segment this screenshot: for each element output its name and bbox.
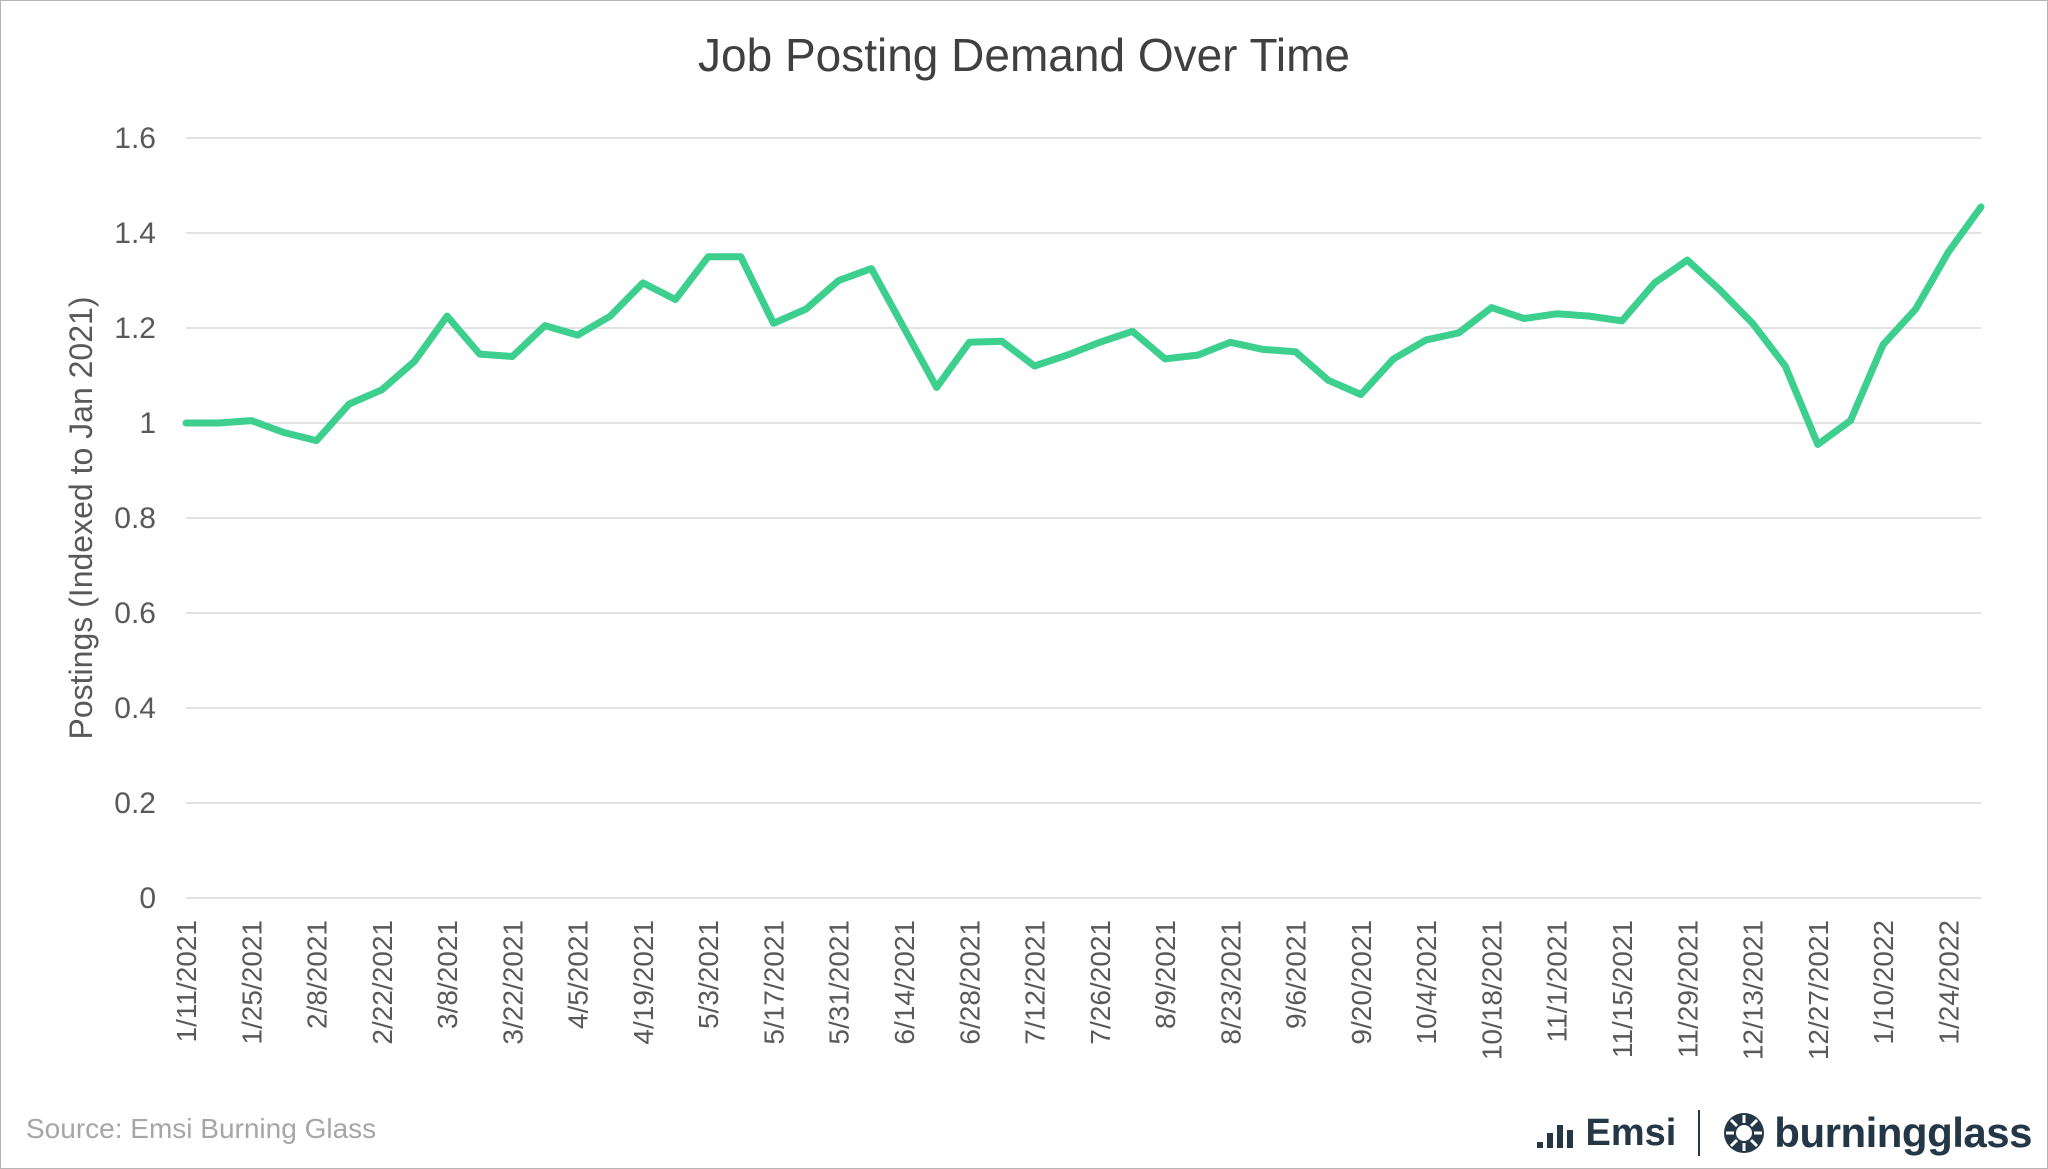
emsi-logo-text: Emsi <box>1585 1111 1677 1154</box>
x-tick-label: 1/25/2021 <box>236 920 267 1045</box>
x-tick-label: 11/15/2021 <box>1607 920 1638 1058</box>
x-tick-label: 12/27/2021 <box>1803 920 1834 1060</box>
x-tick-label: 12/13/2021 <box>1738 920 1769 1060</box>
gridlines <box>186 137 1981 899</box>
x-tick-label: 5/3/2021 <box>693 920 724 1029</box>
x-tick-label: 8/23/2021 <box>1215 920 1246 1045</box>
y-tick-label: 0.4 <box>114 692 156 725</box>
x-tick-label: 9/20/2021 <box>1346 920 1377 1045</box>
y-tick-label: 0 <box>139 882 156 915</box>
x-tick-label: 1/10/2022 <box>1868 920 1899 1045</box>
y-tick-label: 0.6 <box>114 597 156 630</box>
x-tick-label: 7/26/2021 <box>1085 920 1116 1045</box>
x-tick-label: 2/8/2021 <box>302 920 333 1029</box>
x-tick-label: 5/17/2021 <box>758 920 789 1045</box>
footer-logos: Emsi burningglass <box>1537 1104 2032 1162</box>
x-tick-label: 6/14/2021 <box>889 920 920 1045</box>
y-tick-label: 1.6 <box>114 122 156 155</box>
series-line <box>182 203 1985 448</box>
x-tick-label: 6/28/2021 <box>954 920 985 1045</box>
y-axis-ticks: 0 0.2 0.4 0.6 0.8 1 1.2 1.4 1.6 <box>114 122 156 915</box>
bar-chart-icon <box>1537 1125 1574 1148</box>
x-tick-label: 2/22/2021 <box>367 920 398 1045</box>
x-tick-label: 1/24/2022 <box>1933 920 1964 1045</box>
burningglass-logo-text: burningglass <box>1774 1109 2032 1156</box>
x-tick-label: 3/22/2021 <box>497 920 528 1045</box>
y-axis-label: Postings (Indexed to Jan 2021) <box>63 297 99 740</box>
x-tick-label: 11/1/2021 <box>1542 920 1573 1043</box>
series-group <box>182 203 1985 448</box>
burningglass-logo: burningglass <box>1722 1109 2032 1157</box>
source-note: Source: Emsi Burning Glass <box>26 1113 377 1144</box>
x-tick-label: 3/8/2021 <box>432 920 463 1029</box>
x-tick-label: 10/4/2021 <box>1411 920 1442 1045</box>
logo-divider <box>1698 1110 1701 1156</box>
x-tick-label: 11/29/2021 <box>1672 920 1703 1058</box>
sun-burst-icon <box>1724 1113 1765 1153</box>
x-tick-label: 7/12/2021 <box>1020 920 1051 1045</box>
y-tick-label: 1.4 <box>114 217 156 250</box>
x-tick-label: 1/11/2021 <box>171 920 202 1043</box>
y-tick-label: 0.8 <box>114 502 156 535</box>
x-tick-label: 5/31/2021 <box>824 920 855 1045</box>
x-tick-label: 10/18/2021 <box>1476 920 1507 1060</box>
x-tick-label: 9/6/2021 <box>1281 920 1312 1029</box>
chart-title: Job Posting Demand Over Time <box>698 29 1350 81</box>
y-tick-label: 1 <box>139 407 156 440</box>
x-tick-label: 4/19/2021 <box>628 920 659 1045</box>
y-tick-label: 0.2 <box>114 787 156 820</box>
x-tick-label: 4/5/2021 <box>563 920 594 1029</box>
emsi-logo: Emsi <box>1537 1112 1676 1155</box>
x-tick-label: 8/9/2021 <box>1150 920 1181 1029</box>
x-axis-ticks: 1/11/2021 1/25/2021 2/8/2021 2/22/2021 3/8/2… <box>171 920 1964 1060</box>
y-tick-label: 1.2 <box>114 312 156 345</box>
